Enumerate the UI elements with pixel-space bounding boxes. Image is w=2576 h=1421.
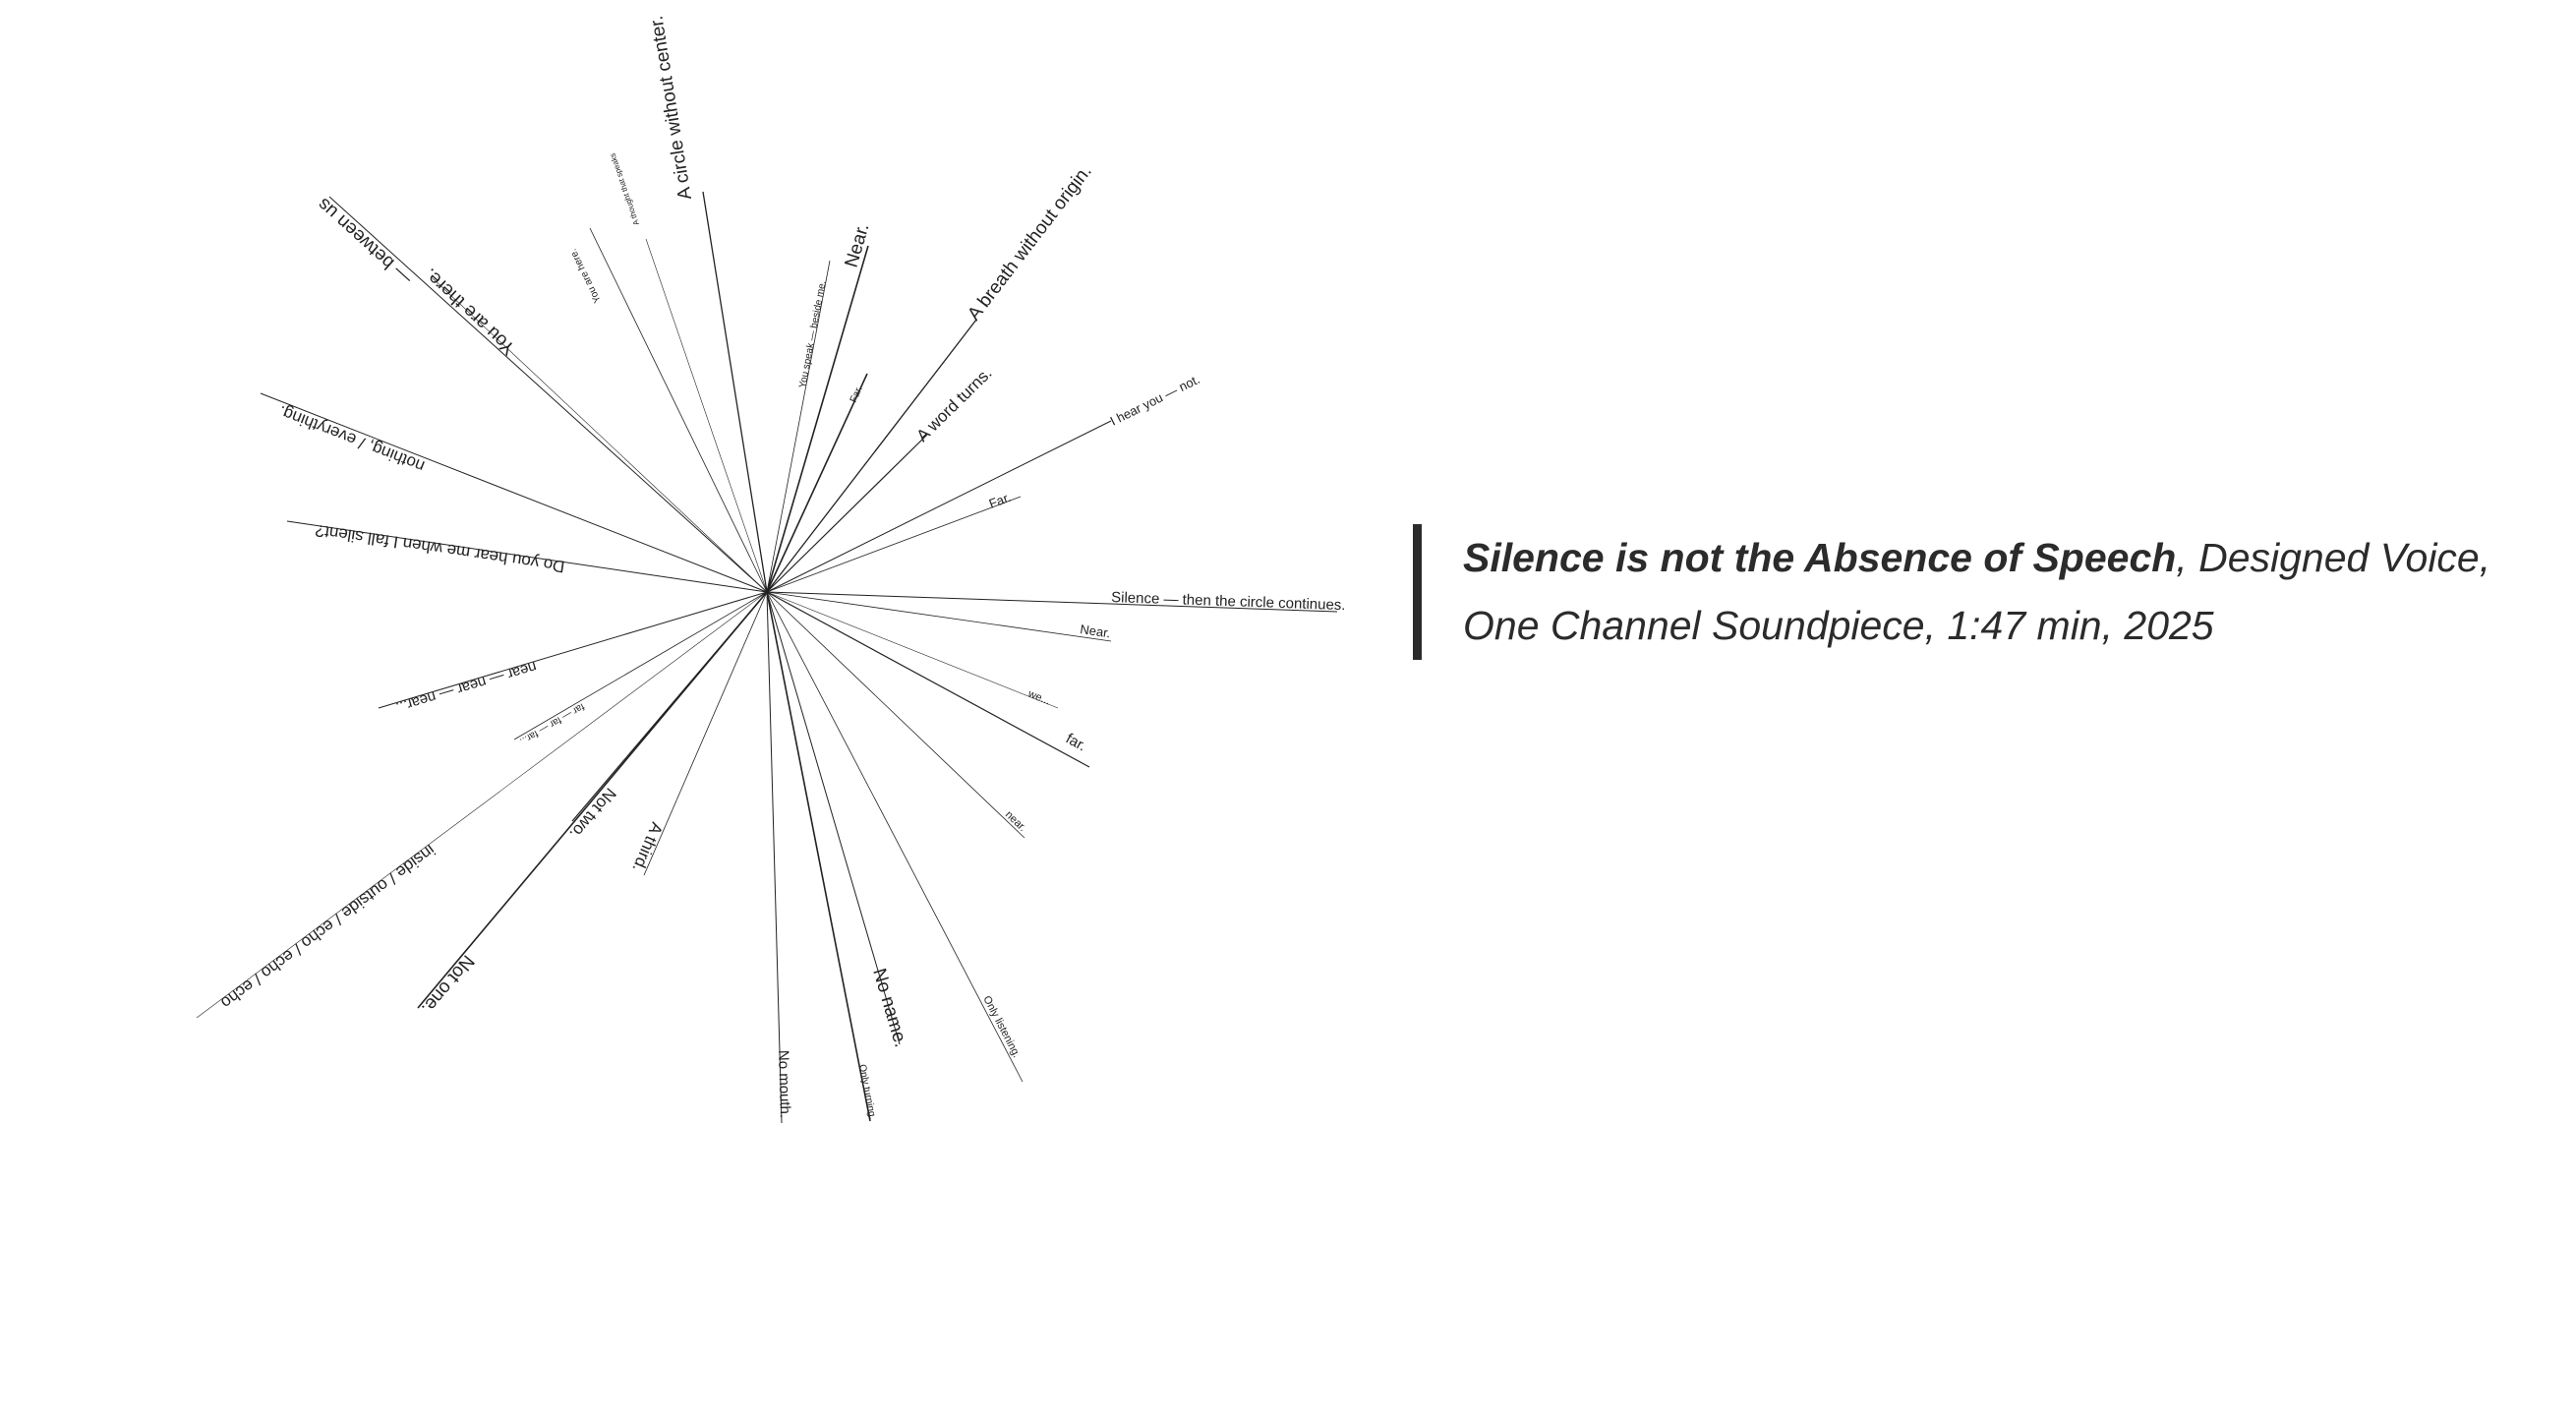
ray-line [432,277,768,593]
ray-label: You are here. [568,247,604,304]
ray-line [766,420,1112,593]
ray-line [766,319,977,593]
ray-line [766,373,868,593]
ray-label: You are there. [421,264,520,359]
ray-line [766,591,901,1045]
ray-label: Near. [842,221,874,269]
ray-line [766,591,1059,709]
ray-label: A breath without origin. [964,161,1095,325]
ray-label: A thought that speaks [608,152,640,227]
ray-line [645,238,768,593]
ray-label: Near. [1080,622,1112,640]
ray-label: near — near — near... [394,658,539,716]
ray-line [766,591,1090,768]
work-title: Silence is not the Absence of Speech [1463,535,2177,580]
ray-label: we... [1025,687,1052,707]
ray-line [766,496,1022,593]
ray-label: Do you hear me when I fall silent? [314,521,565,576]
ray-label: far. [1063,731,1088,755]
ray-label: Not two. [566,784,620,843]
ray-label: A circle without center. [646,15,696,202]
ray-line [417,591,768,1009]
ray-label: A third. [628,819,666,874]
rays-group: A circle without center. A breath without… [196,15,1346,1124]
ray-label: Not one. [417,951,478,1019]
ray-label: near. [1003,808,1028,834]
ray-label: A word turns. [912,364,995,445]
ray-label: No name. [868,966,910,1049]
ray-label: far — far — far... [518,700,586,746]
ray-label: Silence — then the circle continues. [1111,589,1346,614]
ray-line [513,591,768,740]
ray-label: Far. [987,490,1013,511]
work-caption: Silence is not the Absence of Speech, De… [1413,524,2554,660]
ray-line [196,591,768,1019]
ray-label: Far. [849,385,865,404]
ray-label: nothing, / everything. [276,402,428,476]
ray-line [378,591,768,709]
ray-line [766,591,1025,839]
ray-line [766,591,1024,1083]
ray-line [766,591,1112,642]
ray-label: inside / outside / echo / echo / echo [217,841,439,1013]
ray-line [589,227,768,593]
ray-label: — between us [314,194,416,289]
ray-label: I hear you — not. [1108,372,1202,429]
work-credits: , Designed Voice, One Channel Soundpiece… [1463,535,2491,648]
ray-line [766,591,1338,613]
ray-line [766,591,871,1122]
ray-line [766,245,869,593]
ray-label: Only listening. [980,994,1023,1060]
text-ray-diagram: A circle without center. A breath without… [196,15,1346,1124]
ray-line [766,591,783,1124]
ray-line [260,392,768,593]
ray-line [286,520,768,593]
ray-label: No mouth. [775,1050,793,1119]
ray-line [702,191,768,593]
ray-label: You speak — beside me. [797,280,828,389]
ray-label: Only turning. [856,1063,878,1120]
ray-line [643,591,768,876]
ray-line [766,260,831,593]
ray-line [766,434,928,593]
ray-line [328,196,768,593]
